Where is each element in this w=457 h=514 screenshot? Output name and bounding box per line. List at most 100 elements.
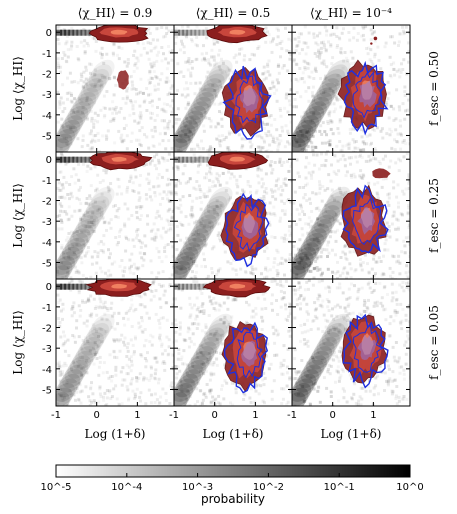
hexbin xyxy=(228,176,232,180)
hexbin xyxy=(229,401,232,405)
hexbin xyxy=(351,138,355,142)
hexbin xyxy=(198,155,202,159)
hexbin xyxy=(94,189,98,193)
hexbin xyxy=(358,174,362,178)
hexbin xyxy=(244,167,248,171)
hexbin xyxy=(161,270,165,274)
hexbin xyxy=(162,52,165,56)
hexbin xyxy=(90,116,94,120)
hexbin xyxy=(375,126,379,130)
hexbin xyxy=(132,70,136,73)
density-band xyxy=(83,73,107,98)
hexbin xyxy=(333,230,337,234)
hexbin xyxy=(148,187,152,191)
hexbin xyxy=(215,337,219,341)
hexbin xyxy=(89,132,93,136)
hexbin xyxy=(214,176,218,180)
hexbin xyxy=(72,230,76,234)
hexbin xyxy=(160,26,164,29)
x-tick-label: -1 xyxy=(51,410,61,421)
hexbin xyxy=(385,234,389,237)
hexbin xyxy=(172,138,174,142)
hexbin xyxy=(148,340,152,344)
hexbin xyxy=(68,248,72,252)
hexbin xyxy=(175,165,179,169)
hexbin xyxy=(199,404,203,406)
hexbin xyxy=(398,371,402,375)
hexbin xyxy=(288,312,292,316)
hexbin xyxy=(273,184,277,188)
hexbin xyxy=(271,81,275,85)
hexbin xyxy=(108,353,112,357)
hexbin xyxy=(151,281,155,284)
hexbin xyxy=(215,329,219,333)
hexbin xyxy=(95,187,99,191)
hexbin xyxy=(175,35,178,39)
hexbin xyxy=(300,370,304,374)
hexbin xyxy=(117,57,121,61)
hexbin xyxy=(187,59,190,63)
hexbin xyxy=(153,118,157,122)
hexbin xyxy=(169,384,173,388)
hexbin xyxy=(91,203,95,207)
hexbin xyxy=(347,312,350,316)
hexbin xyxy=(321,111,325,115)
hexbin xyxy=(217,65,221,69)
density-band xyxy=(311,214,335,238)
hexbin xyxy=(204,395,208,399)
hexbin xyxy=(88,102,92,106)
hexbin xyxy=(135,216,139,220)
hexbin xyxy=(92,122,96,126)
hexbin xyxy=(147,93,151,97)
hexbin xyxy=(312,387,316,391)
neutral-stripe xyxy=(76,29,83,36)
heatmap-layer xyxy=(292,152,410,279)
hexbin xyxy=(187,138,191,142)
hexbin xyxy=(373,129,377,132)
hexbin xyxy=(93,68,97,72)
hexbin xyxy=(218,174,221,178)
hexbin xyxy=(330,194,334,198)
hexbin xyxy=(273,341,277,345)
hexbin xyxy=(168,277,172,279)
hexbin xyxy=(324,203,328,207)
hexbin xyxy=(386,200,390,204)
hexbin xyxy=(255,384,259,388)
x-tick-label: 0 xyxy=(94,410,100,421)
hexbin xyxy=(126,185,130,189)
hexbin xyxy=(126,317,130,321)
hexbin xyxy=(297,40,301,44)
hexbin xyxy=(82,70,86,74)
hexbin xyxy=(175,376,179,380)
hexbin xyxy=(219,204,223,208)
hexbin xyxy=(395,69,399,73)
hexbin xyxy=(327,173,331,177)
hexbin xyxy=(162,109,166,113)
hexbin xyxy=(256,175,260,179)
hexbin xyxy=(298,256,302,259)
hexbin xyxy=(285,371,289,375)
hexbin xyxy=(394,290,398,294)
hexbin xyxy=(188,247,192,250)
hexbin xyxy=(140,329,144,333)
hexbin xyxy=(85,118,89,121)
hexbin xyxy=(392,107,396,111)
hexbin xyxy=(360,34,364,38)
hexbin xyxy=(90,400,94,404)
hexbin xyxy=(283,106,287,110)
hexbin xyxy=(161,361,165,365)
density-band xyxy=(85,68,110,93)
hexbin xyxy=(298,261,302,265)
hexbin xyxy=(83,50,87,53)
hexbin xyxy=(199,351,203,355)
hexbin xyxy=(139,399,142,403)
hexbin xyxy=(255,134,259,138)
neutral-stripe xyxy=(186,29,193,36)
hexbin xyxy=(306,312,310,316)
hexbin xyxy=(388,229,391,233)
hexbin xyxy=(150,65,154,69)
hexbin xyxy=(116,215,120,219)
hexbin xyxy=(96,120,100,124)
hexbin xyxy=(213,63,217,67)
colorbar-label: probability xyxy=(201,492,265,506)
